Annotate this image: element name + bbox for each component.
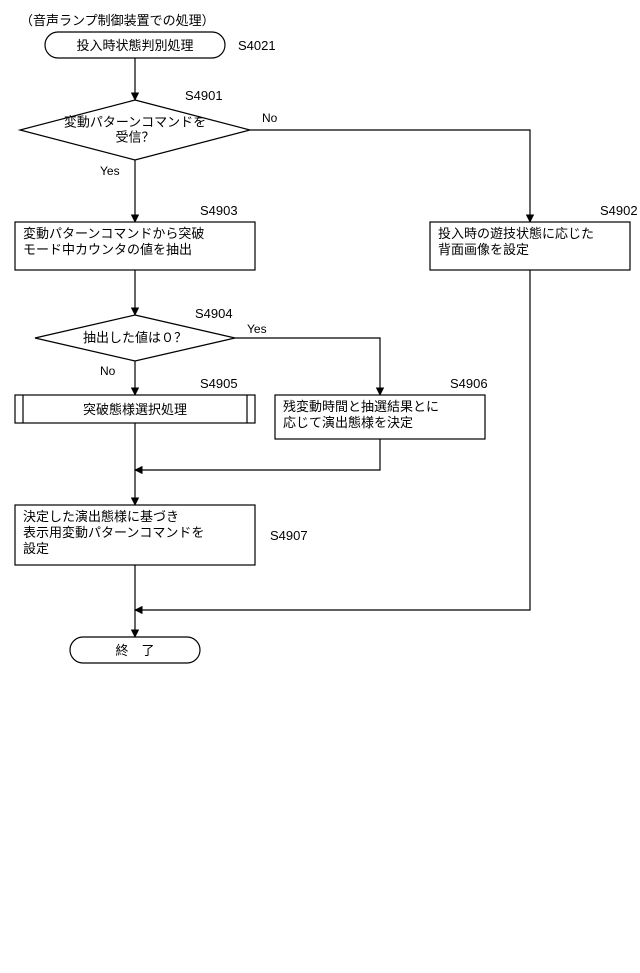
p_s4902-line-0: 投入時の遊技状態に応じた	[438, 226, 594, 241]
p_s4903-line-0: 変動パターンコマンドから突破	[23, 226, 204, 241]
p_s4902-line-1: 背面画像を設定	[438, 242, 529, 257]
p_s4907-line-1: 表示用変動パターンコマンドを	[23, 525, 204, 540]
d2-line-0: 抽出した値は０？	[83, 330, 187, 345]
edge-7	[135, 439, 380, 470]
p_s4906-label: S4906	[450, 376, 488, 391]
d2-yes: Yes	[247, 322, 267, 336]
d2-no: No	[100, 364, 116, 378]
p_s4902-label: S4902	[600, 203, 638, 218]
end-text: 終 了	[115, 643, 154, 658]
p_s4907-label: S4907	[270, 528, 308, 543]
edge-5	[235, 338, 380, 395]
d1-line-0: 変動パターンコマンドを	[64, 115, 206, 130]
start-label: S4021	[238, 38, 276, 53]
start-text: 投入時状態判別処理	[76, 38, 193, 53]
d1-label: S4901	[185, 88, 223, 103]
p_s4903-label: S4903	[200, 203, 238, 218]
p_s4906-line-0: 残変動時間と抽選結果とに	[283, 399, 439, 414]
d2-label: S4904	[195, 306, 233, 321]
p_s4907-line-0: 決定した演出態様に基づき	[23, 509, 179, 524]
d1-yes: Yes	[100, 164, 120, 178]
d1-no: No	[262, 111, 278, 125]
p_s4907-line-2: 設定	[23, 541, 49, 556]
p_s4906-line-1: 応じて演出態様を決定	[283, 415, 413, 430]
edge-2	[250, 130, 530, 222]
p_s4905-label: S4905	[200, 376, 238, 391]
header-text: （音声ランプ制御装置での処理）	[20, 13, 215, 28]
d1-line-1: 受信？	[115, 130, 154, 145]
p_s4903-line-1: モード中カウンタの値を抽出	[23, 242, 192, 257]
p_s4905-line-0: 突破態様選択処理	[83, 402, 187, 417]
